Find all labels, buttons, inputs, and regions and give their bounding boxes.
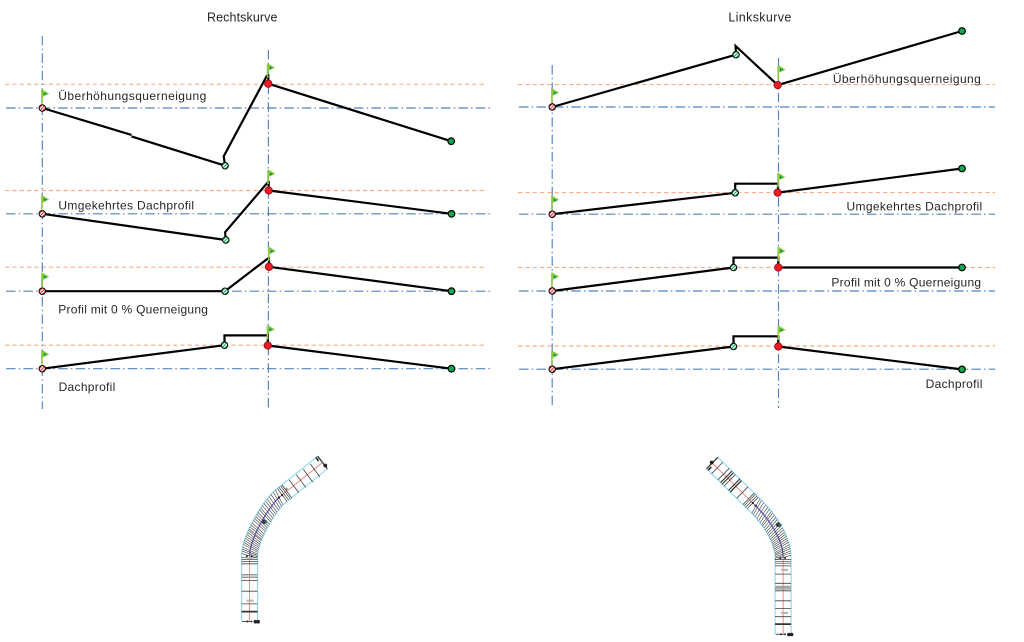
svg-text:Rechtskurve: Rechtskurve [207, 11, 278, 25]
svg-text:Umgekehrtes Dachprofil: Umgekehrtes Dachprofil [58, 198, 194, 212]
svg-text:Profil mit 0 % Querneigung: Profil mit 0 % Querneigung [58, 302, 208, 316]
svg-text:Überhöhungsquerneigung: Überhöhungsquerneigung [833, 72, 981, 86]
svg-text:Überhöhungsquerneigung: Überhöhungsquerneigung [58, 89, 206, 103]
svg-text:Dachprofil: Dachprofil [926, 377, 983, 391]
svg-text:Dachprofil: Dachprofil [59, 380, 116, 394]
svg-text:Umgekehrtes Dachprofil: Umgekehrtes Dachprofil [847, 200, 983, 214]
svg-text:Profil mit 0 % Querneigung: Profil mit 0 % Querneigung [831, 275, 981, 289]
svg-text:Linkskurve: Linkskurve [728, 11, 791, 25]
